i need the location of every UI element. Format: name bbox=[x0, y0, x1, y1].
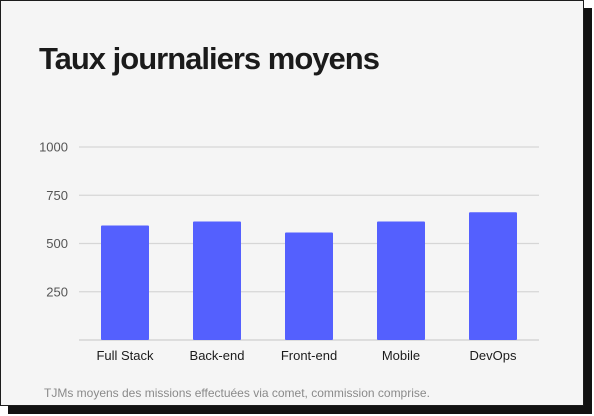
bar bbox=[285, 232, 333, 340]
bar bbox=[377, 221, 425, 340]
bar bbox=[193, 221, 241, 340]
chart-title: Taux journaliers moyens bbox=[39, 41, 380, 76]
x-tick-label: Back-end bbox=[190, 348, 245, 363]
bar bbox=[469, 212, 517, 340]
x-tick-label: Front-end bbox=[281, 348, 337, 363]
y-tick-label: 750 bbox=[46, 188, 68, 203]
x-tick-label: Mobile bbox=[382, 348, 420, 363]
bar-chart: 250 500 750 1000 Full Stack Back-end Front-end… bbox=[39, 140, 539, 363]
y-tick-label: 1000 bbox=[39, 140, 68, 155]
y-tick-label: 500 bbox=[46, 236, 68, 251]
y-tick-label: 250 bbox=[46, 284, 68, 299]
x-tick-label: Full Stack bbox=[96, 348, 154, 363]
chart-caption: TJMs moyens des missions effectuées via … bbox=[44, 386, 430, 400]
x-tick-label: DevOps bbox=[470, 348, 517, 363]
bar bbox=[101, 225, 149, 340]
chart-card: Taux journaliers moyens 250 500 750 1000 Ful… bbox=[0, 0, 584, 406]
